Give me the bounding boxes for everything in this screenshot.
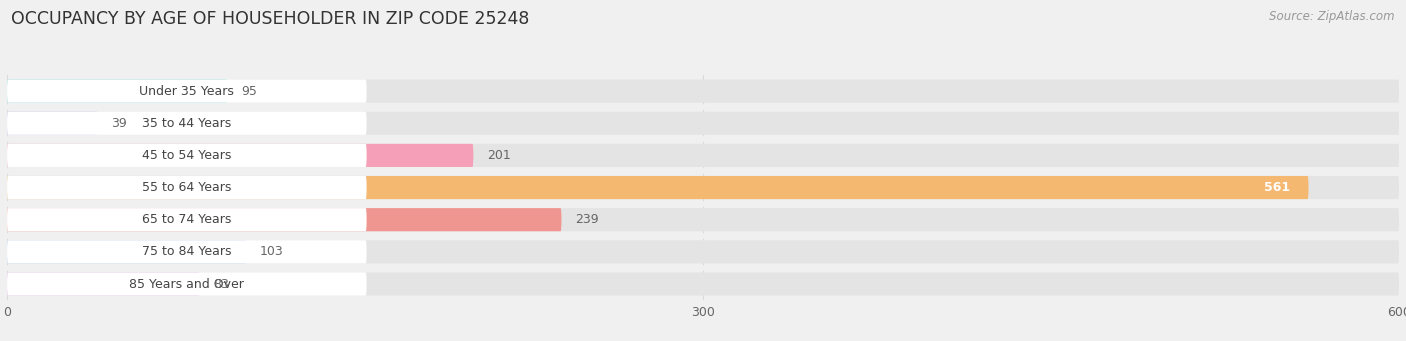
FancyBboxPatch shape (7, 79, 1399, 103)
FancyBboxPatch shape (7, 112, 97, 135)
Text: 201: 201 (488, 149, 510, 162)
FancyBboxPatch shape (7, 176, 1309, 199)
Text: 83: 83 (214, 278, 229, 291)
Text: 65 to 74 Years: 65 to 74 Years (142, 213, 232, 226)
Text: 103: 103 (260, 246, 284, 258)
FancyBboxPatch shape (7, 144, 1399, 167)
FancyBboxPatch shape (7, 208, 1399, 231)
FancyBboxPatch shape (7, 208, 561, 231)
Text: Under 35 Years: Under 35 Years (139, 85, 235, 98)
Text: 95: 95 (242, 85, 257, 98)
FancyBboxPatch shape (7, 79, 228, 103)
FancyBboxPatch shape (7, 272, 367, 296)
FancyBboxPatch shape (7, 176, 367, 199)
FancyBboxPatch shape (7, 144, 367, 167)
FancyBboxPatch shape (7, 272, 200, 296)
FancyBboxPatch shape (7, 240, 367, 264)
FancyBboxPatch shape (7, 144, 474, 167)
Text: 75 to 84 Years: 75 to 84 Years (142, 246, 232, 258)
Text: Source: ZipAtlas.com: Source: ZipAtlas.com (1270, 10, 1395, 23)
FancyBboxPatch shape (7, 112, 367, 135)
Text: 55 to 64 Years: 55 to 64 Years (142, 181, 232, 194)
FancyBboxPatch shape (7, 112, 1399, 135)
FancyBboxPatch shape (7, 176, 1399, 199)
Text: 35 to 44 Years: 35 to 44 Years (142, 117, 232, 130)
Text: OCCUPANCY BY AGE OF HOUSEHOLDER IN ZIP CODE 25248: OCCUPANCY BY AGE OF HOUSEHOLDER IN ZIP C… (11, 10, 530, 28)
FancyBboxPatch shape (7, 240, 246, 264)
FancyBboxPatch shape (7, 240, 1399, 264)
Text: 239: 239 (575, 213, 599, 226)
FancyBboxPatch shape (7, 208, 367, 231)
Text: 561: 561 (1264, 181, 1289, 194)
FancyBboxPatch shape (7, 79, 367, 103)
Text: 45 to 54 Years: 45 to 54 Years (142, 149, 232, 162)
Text: 39: 39 (111, 117, 127, 130)
FancyBboxPatch shape (7, 272, 1399, 296)
Text: 85 Years and Over: 85 Years and Over (129, 278, 245, 291)
